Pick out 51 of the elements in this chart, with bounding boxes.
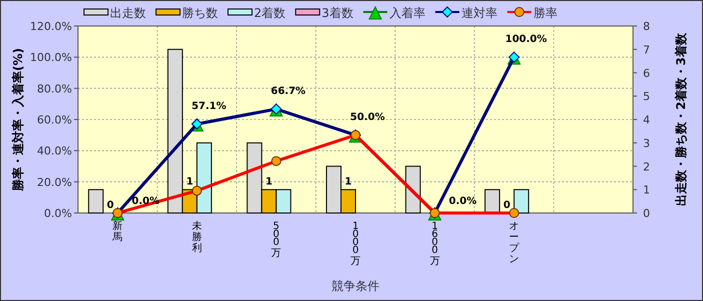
y2-tick-label: 1 (643, 184, 650, 197)
y2-tick-label: 3 (643, 136, 650, 150)
x-axis-title: 競争条件 (332, 279, 380, 293)
bar (167, 48, 183, 214)
y-tick-label: 20.0% (37, 176, 72, 189)
data-label: 0 (106, 200, 114, 211)
bar (196, 142, 212, 214)
x-tick-label: 1000万 (350, 221, 360, 267)
x-tick-label: 1600万 (430, 221, 440, 267)
y-tick-label: 60.0% (37, 114, 72, 126)
y-tick-label: 0.0% (44, 207, 72, 220)
data-label: 0.0% (448, 196, 477, 207)
y2-tick-label: 6 (643, 66, 650, 80)
legend-label: 勝率 (533, 6, 558, 20)
legend-label: 入着率 (389, 6, 426, 20)
y2-tick-label: 8 (643, 20, 650, 33)
legend-label: 出走数 (110, 6, 146, 20)
bar (88, 189, 104, 214)
legend-label: 連対率 (461, 6, 498, 20)
data-label: 66.7% (270, 86, 306, 98)
x-tick-label: 未勝利 (192, 220, 202, 254)
y-tick-label: 80.0% (37, 82, 72, 96)
bar (514, 189, 530, 214)
data-label: 50.0% (350, 112, 385, 124)
bar (484, 189, 500, 214)
legend-label: 勝ち数 (182, 6, 218, 20)
y2-tick-label: 7 (643, 43, 650, 56)
y-tick-label: 40.0% (37, 144, 72, 158)
legend-label: 3着数 (322, 6, 354, 20)
legend-label: 2着数 (254, 6, 286, 20)
data-label: 1 (344, 176, 352, 188)
bar (405, 166, 421, 214)
x-tick-label: オープン (509, 221, 520, 265)
x-tick-label: 新馬 (112, 220, 123, 243)
y-axis-title: 勝率・連対率・入着率(%) (11, 48, 25, 192)
y2-tick-label: 0 (643, 207, 650, 220)
x-tick-label: 500万 (271, 221, 282, 259)
data-label: 1 (186, 176, 194, 188)
bar (326, 166, 342, 214)
data-label: 57.1% (192, 101, 226, 112)
data-label: 0 (503, 200, 510, 211)
y2-tick-label: 5 (643, 90, 650, 104)
bar (246, 142, 262, 214)
y-tick-label: 100.0% (30, 51, 72, 64)
data-label: 1 (265, 176, 272, 188)
y2-tick-label: 4 (643, 114, 650, 126)
y2-tick-label: 2 (643, 160, 650, 174)
y-tick-label: 120.0% (30, 20, 72, 33)
bar (276, 189, 292, 214)
data-label: 100.0% (505, 34, 547, 46)
y2-axis-title: 出走数・勝ち数・2着数・3着数 (674, 32, 688, 206)
